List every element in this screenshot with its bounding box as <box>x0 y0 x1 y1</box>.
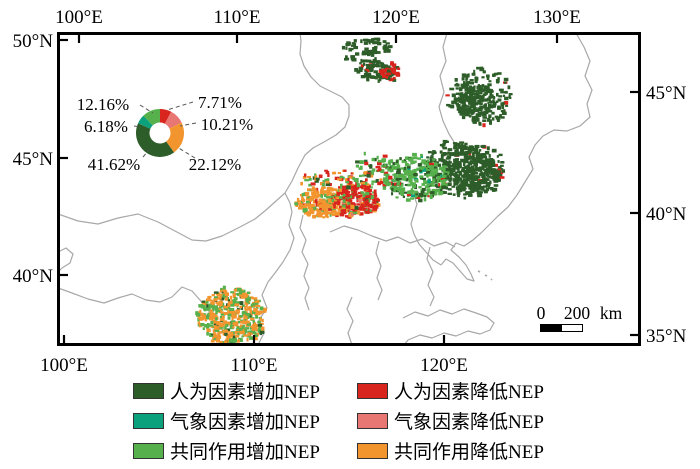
map-legend: 人为因素增加NEP 人为因素降低NEP 气象因素增加NEP 气象因素降低NEP 共同作用… <box>0 377 700 464</box>
legend-label: 共同作用降低NEP <box>394 442 544 463</box>
island-mark <box>490 278 493 281</box>
legend-swatch-icon <box>133 382 164 399</box>
legend-label: 共同作用增加NEP <box>170 442 320 463</box>
axis-label-left: 45°N <box>13 149 54 170</box>
donut-slice <box>160 109 172 124</box>
legend-item: 气象因素增加NEP <box>133 407 343 434</box>
legend-swatch-icon <box>357 412 388 429</box>
province-boundary-line <box>438 33 457 146</box>
legend-swatch-icon <box>357 382 388 399</box>
province-boundary-line <box>346 296 354 345</box>
nep-cluster <box>453 80 497 122</box>
nep-cluster <box>300 169 384 190</box>
donut-slice <box>143 109 160 126</box>
donut-pct-label: 7.71% <box>198 93 242 112</box>
nep-cluster <box>355 151 396 177</box>
donut-leader-line <box>139 104 154 114</box>
nep-cluster <box>341 37 393 57</box>
province-boundary-line <box>440 239 475 282</box>
scale-bar-black-segment <box>540 324 562 332</box>
nep-cluster <box>378 61 401 82</box>
axis-label-bottom: 110°E <box>231 355 278 376</box>
axis-label-right: 45°N <box>646 83 687 104</box>
island-mark <box>484 274 488 277</box>
donut-pct-label: 6.18% <box>84 117 128 136</box>
donut-pct-label: 41.62% <box>88 155 140 174</box>
legend-row: 人为因素增加NEP 人为因素降低NEP <box>133 377 567 404</box>
province-boundaries <box>58 33 593 345</box>
legend-row: 共同作用增加NEP 共同作用降低NEP <box>133 437 567 464</box>
island-mark <box>477 270 481 273</box>
nep-pixel-clusters <box>195 37 513 345</box>
axis-labels: 100°E 110°E 120°E 130°E 100°E 110°E 120°E 50°N 4… <box>13 7 687 376</box>
donut-slice <box>136 123 175 157</box>
province-boundary-line <box>284 192 293 213</box>
legend-swatch-icon <box>133 442 164 459</box>
scale-bar-label: 0 <box>537 303 546 323</box>
legend-label: 人为因素增加NEP <box>170 382 320 403</box>
axis-label-left: 40°N <box>13 266 54 287</box>
axis-label-top: 100°E <box>55 7 103 28</box>
province-boundary-line <box>402 308 495 345</box>
axis-ticks <box>60 35 638 343</box>
donut-slice <box>138 115 153 129</box>
donut-leader-line <box>166 101 194 111</box>
axis-label-top: 110°E <box>214 7 261 28</box>
donut-pct-label: 12.16% <box>77 95 129 114</box>
province-boundary-line <box>472 33 593 241</box>
province-boundary-line <box>257 281 269 345</box>
axis-label-left: 50°N <box>13 31 54 52</box>
province-boundary-line <box>410 195 442 266</box>
nep-cluster <box>344 55 357 62</box>
province-boundary-line <box>299 214 310 311</box>
map-frame <box>57 32 641 346</box>
legend-label: 气象因素增加NEP <box>170 412 320 433</box>
province-boundary-line <box>375 240 383 301</box>
legend-item: 人为因素降低NEP <box>357 377 567 404</box>
province-boundary-line <box>267 211 295 283</box>
axis-label-top: 130°E <box>533 7 581 28</box>
axis-label-top: 120°E <box>372 7 420 28</box>
donut-leader-line <box>176 146 196 159</box>
donut-leader-line <box>142 149 150 158</box>
donut-leader-line <box>133 125 142 128</box>
scale-bar-label: km <box>600 303 623 323</box>
axis-label-bottom: 100°E <box>40 355 88 376</box>
province-boundary-line <box>426 246 435 307</box>
legend-item: 气象因素降低NEP <box>357 407 567 434</box>
axis-label-right: 35°N <box>646 326 687 347</box>
scale-bar-white-segment <box>561 324 583 332</box>
legend-item: 共同作用增加NEP <box>133 437 343 464</box>
legend-label: 人为因素降低NEP <box>394 382 544 403</box>
province-boundary-line <box>58 247 74 273</box>
province-boundary-line <box>58 33 350 242</box>
nep-cluster <box>195 285 267 345</box>
legend-label: 气象因素降低NEP <box>394 412 544 433</box>
province-boundary-line <box>329 225 456 248</box>
donut-pct-label: 10.21% <box>201 115 253 134</box>
donut-slice <box>166 122 184 153</box>
scale-bar: 0 200 km <box>537 303 623 332</box>
donut-slice <box>164 111 182 129</box>
legend-row: 气象因素增加NEP 气象因素降低NEP <box>133 407 567 434</box>
donut-pct-label: 22.12% <box>189 155 241 174</box>
donut-chart: 7.71% 10.21% 22.12% 41.62% 6.18% 12.16% <box>77 93 253 174</box>
legend-item: 人为因素增加NEP <box>133 377 343 404</box>
axis-label-bottom: 120°E <box>420 355 468 376</box>
legend-swatch-icon <box>133 412 164 429</box>
legend-swatch-icon <box>357 442 388 459</box>
axis-label-right: 40°N <box>646 204 687 225</box>
legend-item: 共同作用降低NEP <box>357 437 567 464</box>
scale-bar-label: 200 <box>564 303 591 323</box>
donut-leader-line <box>179 122 197 127</box>
nep-cluster <box>381 152 450 203</box>
